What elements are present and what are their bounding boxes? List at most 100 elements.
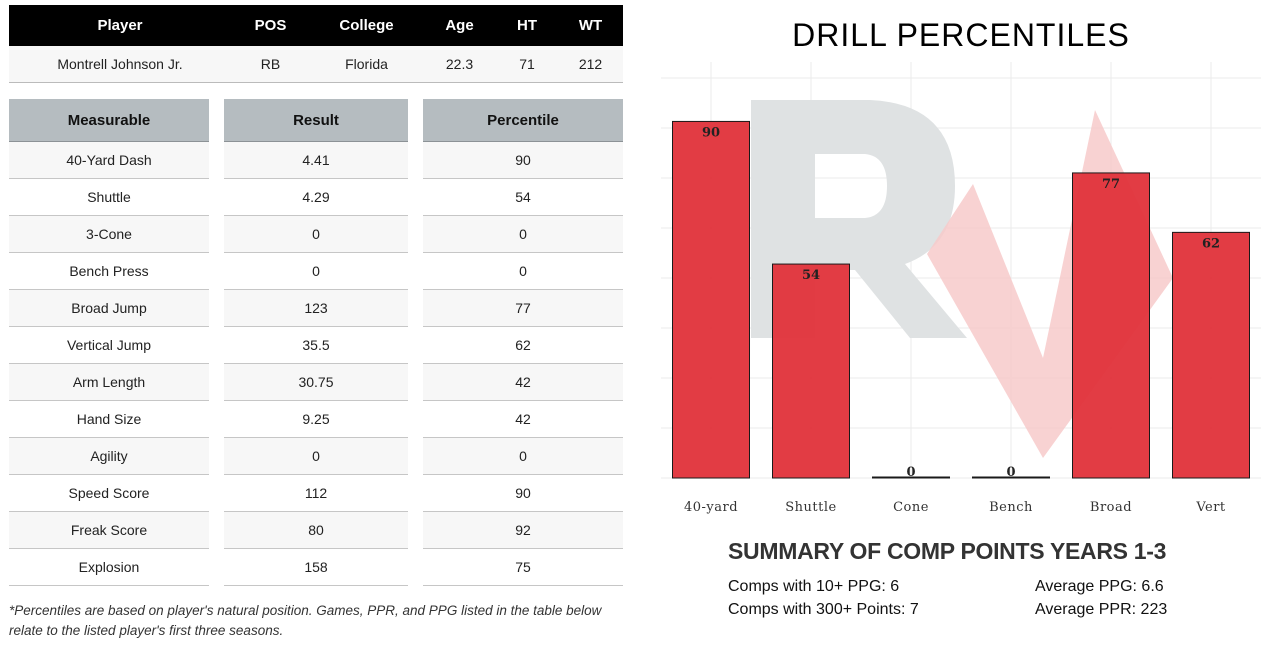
measurable-name: 3-Cone	[9, 215, 209, 253]
measurable-percentile: 62	[423, 326, 623, 364]
table-row: 0	[423, 437, 623, 475]
table-row: 62	[423, 326, 623, 364]
measurable-percentile: 0	[423, 215, 623, 253]
table-row: 0	[224, 215, 408, 253]
measurable-name: Agility	[9, 437, 209, 475]
header-pos: POS	[231, 5, 310, 46]
player-info-table: Player POS College Age HT WT Montrell Jo…	[9, 5, 623, 83]
bar-broad	[1072, 172, 1150, 479]
result-column: Result 4.41 4.29 0 0 123 35.5 30.75 9.25 0 112 80 1…	[224, 99, 408, 586]
drill-percentiles-chart: 90 40-yard 54 Shuttle 0 Cone 0 Bench 77 Broad 62 Ve…	[661, 62, 1261, 515]
bar-shuttle	[772, 263, 850, 479]
table-row: 0	[423, 252, 623, 290]
measurable-percentile: 0	[423, 437, 623, 475]
measurable-percentile: 54	[423, 178, 623, 216]
table-row: Vertical Jump	[9, 326, 209, 364]
player-age: 22.3	[423, 46, 496, 83]
player-pos: RB	[231, 46, 310, 83]
player-row: Montrell Johnson Jr. RB Florida 22.3 71 …	[9, 46, 623, 83]
x-tick-label: Broad	[1090, 500, 1132, 515]
x-tick-label: Bench	[989, 500, 1033, 515]
table-row: Explosion	[9, 548, 209, 586]
measurable-percentile: 92	[423, 511, 623, 549]
chart-bars	[672, 120, 1250, 479]
measurable-result: 112	[224, 474, 408, 512]
measurable-result: 123	[224, 289, 408, 327]
player-ht: 71	[496, 46, 558, 83]
table-row: Speed Score	[9, 474, 209, 512]
bar-cone	[872, 476, 950, 479]
measurable-name: Shuttle	[9, 178, 209, 216]
x-tick-label: Shuttle	[785, 500, 836, 515]
measurable-percentile: 42	[423, 363, 623, 401]
bar-value-label: 62	[1202, 236, 1220, 251]
chart-title: DRILL PERCENTILES	[792, 17, 1130, 53]
table-row: 90	[423, 141, 623, 179]
measurable-result: 0	[224, 252, 408, 290]
average-ppr: Average PPR: 223	[1035, 601, 1168, 618]
table-row: Arm Length	[9, 363, 209, 401]
table-row: 80	[224, 511, 408, 549]
table-row: Agility	[9, 437, 209, 475]
measurable-result: 4.29	[224, 178, 408, 216]
header-player: Player	[9, 5, 231, 46]
table-row: Broad Jump	[9, 289, 209, 327]
average-ppg: Average PPG: 6.6	[1035, 578, 1164, 595]
measurable-name: Broad Jump	[9, 289, 209, 327]
table-row: 40-Yard Dash	[9, 141, 209, 179]
measurable-result: 30.75	[224, 363, 408, 401]
measurable-result: 80	[224, 511, 408, 549]
chart-labels: 90 40-yard 54 Shuttle 0 Cone 0 Bench 77 Broad 62 Ve…	[684, 125, 1225, 515]
measurable-result: 0	[224, 437, 408, 475]
percentile-column: Percentile 90 54 0 0 77 62 42 42 0 90 92 75	[423, 99, 623, 586]
table-row: 123	[224, 289, 408, 327]
table-row: 30.75	[224, 363, 408, 401]
table-row: 92	[423, 511, 623, 549]
measurable-result: 9.25	[224, 400, 408, 438]
measurable-name: Vertical Jump	[9, 326, 209, 364]
table-row: 35.5	[224, 326, 408, 364]
summary-title: SUMMARY OF COMP POINTS YEARS 1-3	[728, 538, 1167, 564]
x-tick-label: 40-yard	[684, 500, 738, 515]
bar-value-label: 0	[1006, 465, 1015, 480]
measurable-percentile: 42	[423, 400, 623, 438]
player-header-row: Player POS College Age HT WT	[9, 5, 623, 46]
table-row: 42	[423, 400, 623, 438]
table-row: 77	[423, 289, 623, 327]
table-row: 112	[224, 474, 408, 512]
table-row: 0	[423, 215, 623, 253]
header-percentile: Percentile	[423, 99, 623, 142]
player-name: Montrell Johnson Jr.	[9, 46, 231, 83]
footnote: *Percentiles are based on player's natur…	[9, 603, 602, 638]
measurable-name: 40-Yard Dash	[9, 141, 209, 179]
measurable-name: Arm Length	[9, 363, 209, 401]
table-row: Freak Score	[9, 511, 209, 549]
bar-value-label: 90	[702, 125, 720, 140]
measurable-name: Freak Score	[9, 511, 209, 549]
measurable-percentile: 90	[423, 141, 623, 179]
bar-value-label: 0	[906, 465, 915, 480]
table-row: 0	[224, 437, 408, 475]
header-measurable: Measurable	[9, 99, 209, 142]
header-college: College	[310, 5, 423, 46]
measurable-column: Measurable 40-Yard Dash Shuttle 3-Cone Benc…	[9, 99, 209, 586]
measurable-percentile: 77	[423, 289, 623, 327]
table-row: 75	[423, 548, 623, 586]
header-age: Age	[423, 5, 496, 46]
measurable-result: 0	[224, 215, 408, 253]
table-row: 158	[224, 548, 408, 586]
table-row: 42	[423, 363, 623, 401]
measurable-name: Hand Size	[9, 400, 209, 438]
measurable-result: 35.5	[224, 326, 408, 364]
table-row: Shuttle	[9, 178, 209, 216]
measurable-percentile: 75	[423, 548, 623, 586]
table-row: 54	[423, 178, 623, 216]
measurable-percentile: 0	[423, 252, 623, 290]
header-wt: WT	[558, 5, 623, 46]
table-row: 9.25	[224, 400, 408, 438]
table-row: 3-Cone	[9, 215, 209, 253]
bar-value-label: 77	[1102, 177, 1120, 192]
measurable-result: 4.41	[224, 141, 408, 179]
comps-10-ppg: Comps with 10+ PPG: 6	[728, 578, 900, 595]
comps-300-points: Comps with 300+ Points: 7	[728, 601, 919, 618]
